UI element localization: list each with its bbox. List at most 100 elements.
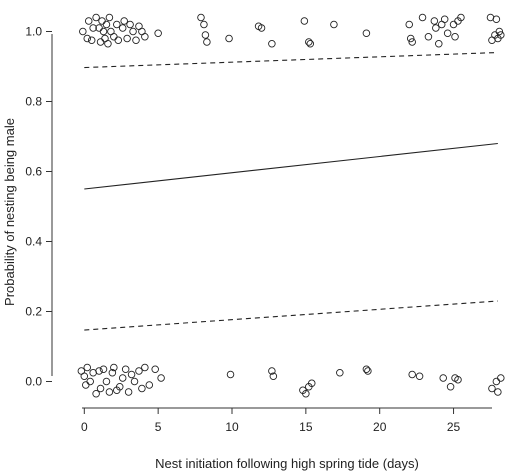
x-tick-label: 15: [299, 420, 313, 434]
data-point: [154, 29, 162, 38]
data-point: [99, 365, 108, 374]
data-point: [451, 33, 459, 41]
data-point: [157, 374, 165, 382]
data-point: [430, 17, 439, 25]
x-axis-label: Nest initiation following high spring ti…: [155, 456, 419, 471]
data-point: [443, 29, 452, 38]
data-point: [305, 38, 313, 46]
data-point: [151, 365, 159, 374]
data-point: [83, 34, 92, 43]
data-point: [269, 372, 278, 381]
data-point: [123, 34, 131, 43]
data-point: [95, 367, 103, 375]
data-point: [306, 40, 315, 48]
data-point: [432, 24, 440, 32]
y-ticks: 0.0 0.2 0.4 0.6 0.8 1.0: [25, 25, 52, 389]
data-point: [115, 383, 124, 391]
data-point: [135, 367, 143, 375]
data-point: [126, 20, 134, 29]
ci-lower-line: [84, 300, 498, 331]
data-point: [105, 388, 114, 396]
data-point: [457, 13, 465, 22]
data-point: [408, 38, 416, 46]
data-point: [92, 13, 100, 22]
data-point: [201, 31, 210, 39]
data-point: [418, 13, 427, 22]
data-point: [132, 36, 140, 45]
x-tick-label: 5: [155, 420, 162, 434]
data-point: [362, 365, 371, 374]
data-point: [226, 370, 235, 379]
data-point: [495, 27, 504, 36]
data-point: [104, 40, 112, 48]
data-point: [225, 34, 233, 43]
y-tick-label: 0.2: [25, 305, 42, 319]
x-tick-label: 10: [225, 420, 239, 434]
data-point: [440, 15, 449, 23]
data-point: [268, 40, 276, 48]
y-tick-label: 0.8: [25, 95, 42, 109]
data-point: [408, 370, 416, 379]
data-point: [488, 384, 496, 393]
data-point: [415, 372, 424, 381]
data-point: [257, 24, 266, 32]
data-point: [497, 374, 505, 382]
data-point: [130, 377, 139, 386]
x-tick-label: 25: [447, 420, 461, 434]
data-point: [302, 390, 310, 398]
x-tick-label: 0: [81, 420, 88, 434]
data-point: [99, 27, 108, 36]
data-point: [200, 20, 208, 29]
data-point: [435, 40, 443, 48]
data-point: [83, 363, 92, 372]
data-point: [87, 36, 96, 45]
data-point: [439, 374, 447, 382]
data-point: [406, 34, 415, 43]
data-point: [84, 17, 93, 25]
data-point: [330, 20, 338, 29]
data-point: [138, 384, 146, 393]
data-point: [197, 13, 205, 22]
x-ticks: 0 5 10 15 20 25: [81, 408, 461, 434]
x-tick-label: 20: [373, 420, 387, 434]
y-axis-label: Probability of nesting being male: [2, 118, 17, 306]
data-point: [120, 17, 128, 25]
data-point: [141, 33, 149, 41]
data-point: [336, 369, 344, 377]
data-point: [497, 31, 505, 39]
data-point: [102, 377, 111, 386]
data-point: [102, 20, 111, 29]
data-point: [121, 365, 130, 374]
data-point: [145, 381, 154, 389]
data-point: [124, 388, 133, 396]
data-point: [300, 17, 309, 25]
data-point: [424, 33, 433, 41]
data-point: [114, 36, 123, 45]
data-point: [405, 20, 413, 29]
data-point: [362, 29, 371, 38]
data-point: [127, 370, 136, 379]
data-point: [110, 363, 118, 372]
y-tick-label: 1.0: [25, 25, 42, 39]
data-point: [92, 390, 100, 398]
data-point: [108, 369, 117, 377]
y-tick-label: 0.4: [25, 235, 42, 249]
data-point: [86, 377, 94, 386]
points-layer: [77, 13, 505, 398]
data-point: [203, 38, 211, 46]
data-point: [89, 24, 97, 32]
data-point: [118, 24, 127, 32]
data-point: [141, 363, 149, 372]
data-point: [308, 379, 316, 388]
data-point: [80, 372, 89, 381]
data-point: [454, 376, 462, 384]
data-point: [105, 13, 114, 22]
data-point: [268, 367, 276, 375]
fit-lines: [84, 51, 498, 331]
y-tick-label: 0.6: [25, 165, 42, 179]
data-point: [364, 367, 372, 375]
data-point: [492, 15, 501, 23]
ci-upper-line: [84, 51, 498, 69]
